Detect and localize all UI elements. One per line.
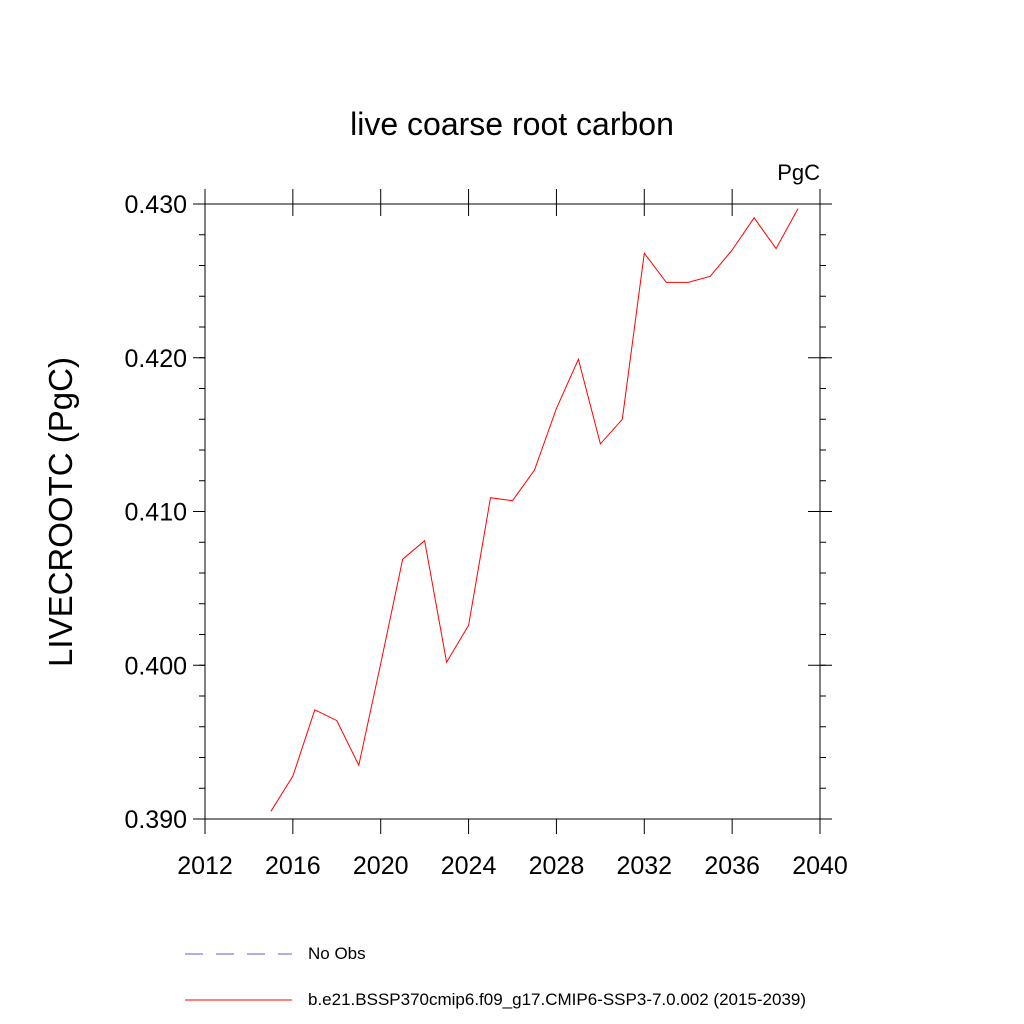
x-tick-label: 2024 bbox=[441, 852, 497, 880]
y-tick-label: 0.430 bbox=[124, 191, 187, 219]
legend-label-model: b.e21.BSSP370cmip6.f09_g17.CMIP6-SSP3-7.… bbox=[308, 990, 806, 1009]
axis-ticks bbox=[193, 189, 832, 834]
plot-frame bbox=[204, 203, 821, 820]
units-label: PgC bbox=[777, 160, 820, 185]
y-tick-label: 0.400 bbox=[124, 652, 187, 680]
x-tick-label: 2036 bbox=[704, 852, 760, 880]
legend: No Obs b.e21.BSSP370cmip6.f09_g17.CMIP6-… bbox=[185, 944, 806, 1009]
y-tick-labels: 0.390 0.400 0.410 0.420 0.430 bbox=[124, 191, 187, 834]
x-tick-label: 2020 bbox=[353, 852, 409, 880]
y-tick-label: 0.420 bbox=[124, 345, 187, 373]
x-tick-label: 2032 bbox=[616, 852, 672, 880]
series-line bbox=[270, 208, 799, 812]
y-axis-label: LIVECROOTC (PgC) bbox=[42, 357, 79, 667]
x-tick-label: 2028 bbox=[529, 852, 585, 880]
legend-label-no-obs: No Obs bbox=[308, 944, 366, 963]
x-tick-label: 2012 bbox=[177, 852, 233, 880]
y-tick-label: 0.390 bbox=[124, 806, 187, 834]
x-tick-label: 2040 bbox=[792, 852, 848, 880]
x-tick-label: 2016 bbox=[265, 852, 321, 880]
series-layer bbox=[270, 208, 799, 812]
x-tick-labels: 2012 2016 2020 2024 2028 2032 2036 2040 bbox=[177, 852, 848, 880]
y-tick-label: 0.410 bbox=[124, 499, 187, 527]
chart-title: live coarse root carbon bbox=[350, 106, 674, 142]
